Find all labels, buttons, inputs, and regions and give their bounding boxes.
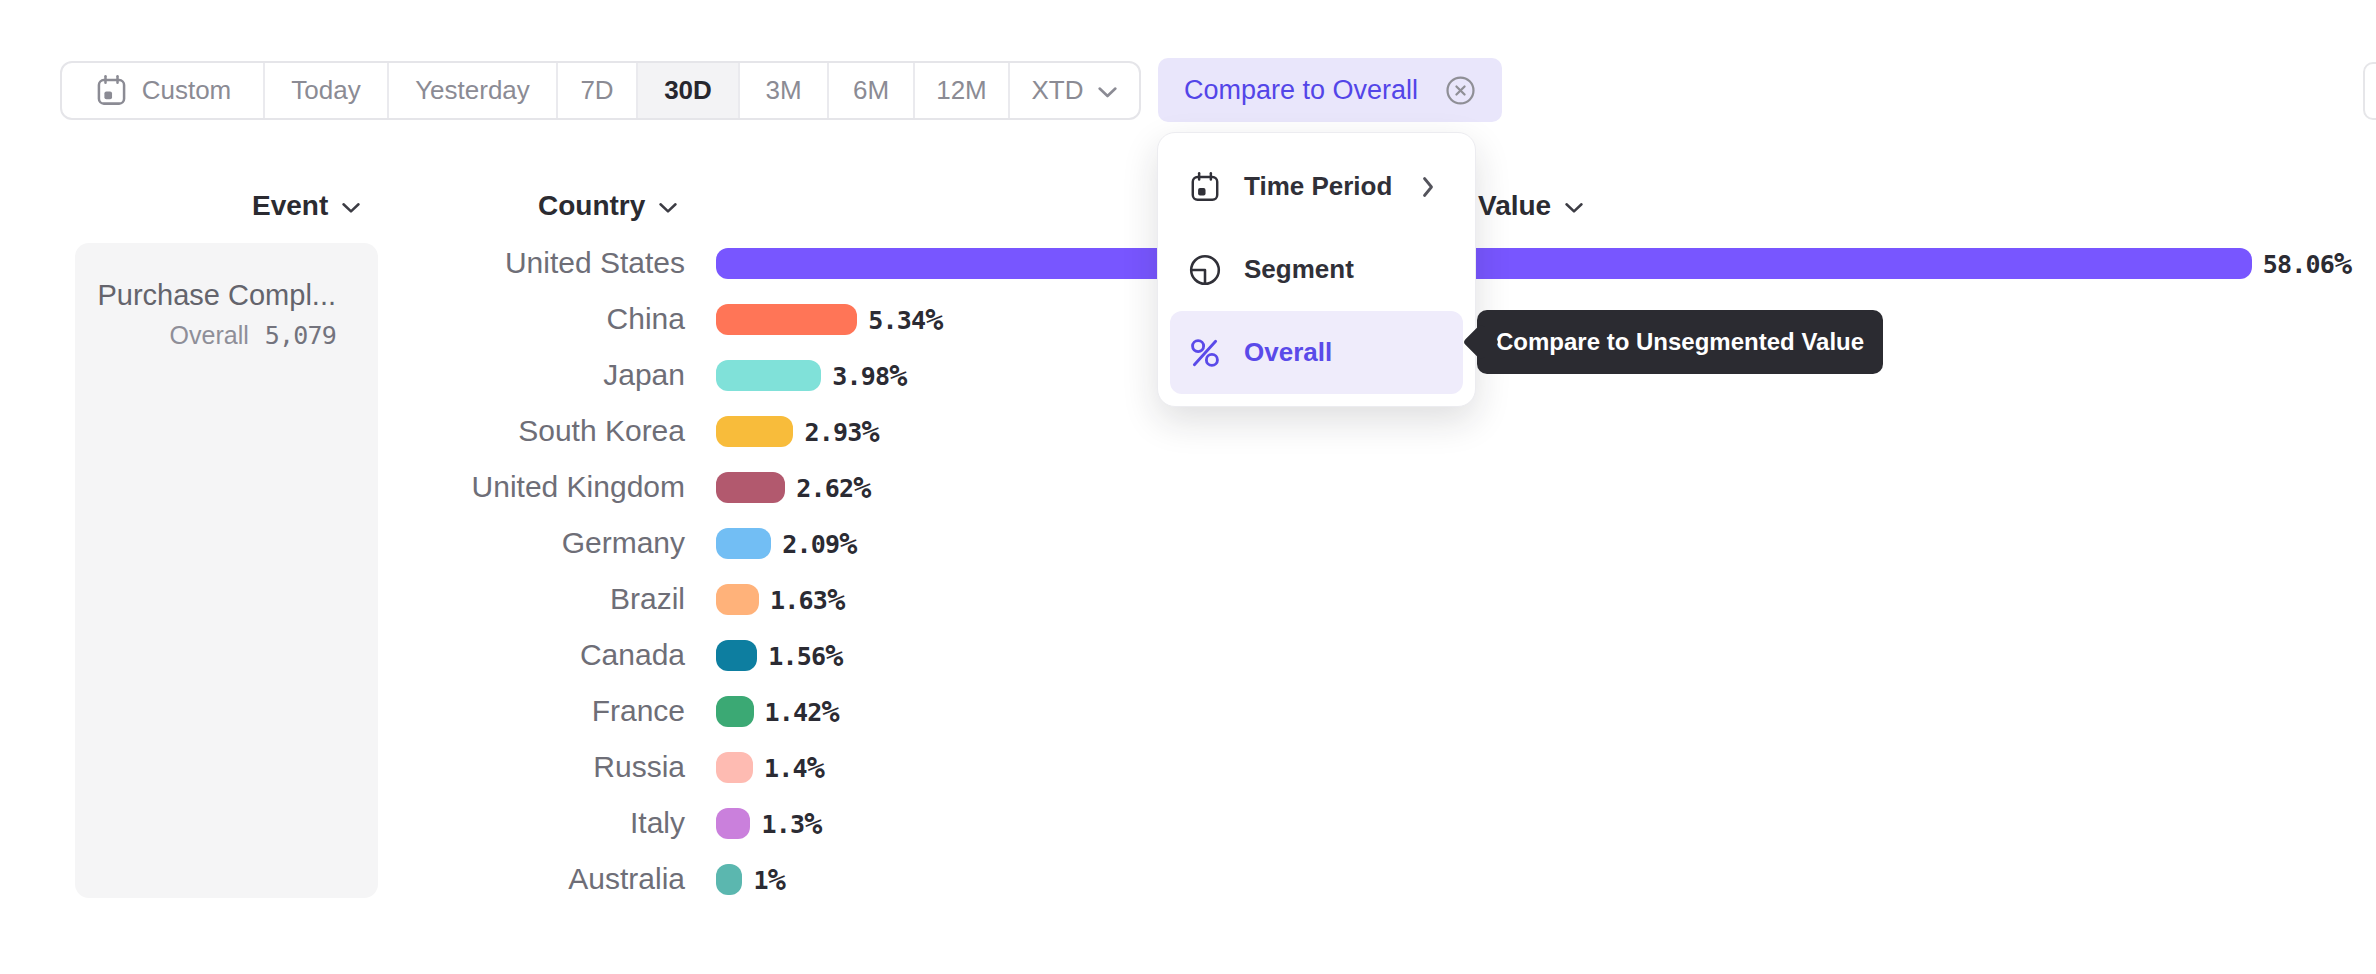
- compare-chip-label: Compare to Overall: [1184, 75, 1418, 106]
- chart-row-australia: Australia 1%: [0, 851, 2350, 907]
- event-column-label: Event: [252, 190, 328, 222]
- bar-value: 1.4%: [764, 750, 823, 785]
- close-circle-icon[interactable]: [1445, 75, 1476, 106]
- clipped-edge-button[interactable]: [2363, 62, 2376, 120]
- country-label: United Kingdom: [0, 470, 685, 504]
- chart-row-italy: Italy 1.3%: [0, 795, 2350, 851]
- menu-item-time-period[interactable]: Time Period: [1170, 145, 1463, 228]
- country-label: Russia: [0, 750, 685, 784]
- bar-value: 1%: [753, 862, 783, 897]
- percent-icon: [1188, 336, 1222, 370]
- bar-value: 1.56%: [768, 638, 841, 673]
- bar[interactable]: [716, 752, 753, 783]
- bar[interactable]: [716, 360, 821, 391]
- segment-icon: [1188, 253, 1222, 287]
- bar[interactable]: [716, 808, 750, 839]
- menu-item-segment[interactable]: Segment: [1170, 228, 1463, 311]
- calendar-icon: [1188, 170, 1222, 204]
- compare-dropdown-menu: Time Period Segment Overall: [1157, 132, 1476, 407]
- country-label: Italy: [0, 806, 685, 840]
- country-label: China: [0, 302, 685, 336]
- country-label: Brazil: [0, 582, 685, 616]
- bar[interactable]: [716, 696, 754, 727]
- chart-row-united-kingdom: United Kingdom 2.62%: [0, 459, 2350, 515]
- bar[interactable]: [716, 584, 759, 615]
- chart-row-germany: Germany 2.09%: [0, 515, 2350, 571]
- chevron-down-icon: [1097, 83, 1118, 99]
- event-column-header[interactable]: Event: [252, 190, 361, 222]
- chevron-down-icon: [658, 198, 678, 214]
- bar[interactable]: [716, 416, 793, 447]
- country-label: Germany: [0, 526, 685, 560]
- bar[interactable]: [716, 528, 771, 559]
- toolbar-item-xtd[interactable]: XTD: [1010, 63, 1139, 118]
- value-column-header[interactable]: Value: [1478, 190, 1584, 222]
- chart-row-france: France 1.42%: [0, 683, 2350, 739]
- chart-row-south-korea: South Korea 2.93%: [0, 403, 2350, 459]
- bar[interactable]: [716, 640, 757, 671]
- time-range-toolbar: Custom Today Yesterday 7D 30D 3M 6M 12M …: [60, 61, 1141, 120]
- toolbar-item-today[interactable]: Today: [265, 63, 389, 118]
- bar[interactable]: [716, 248, 2252, 279]
- country-column-label: Country: [538, 190, 645, 222]
- chart-row-russia: Russia 1.4%: [0, 739, 2350, 795]
- bar-value: 1.42%: [765, 694, 838, 729]
- bar-value: 2.93%: [804, 414, 877, 449]
- tooltip-text: Compare to Unsegmented Value: [1496, 328, 1864, 356]
- country-column-header[interactable]: Country: [538, 190, 678, 222]
- country-label: Canada: [0, 638, 685, 672]
- bar[interactable]: [716, 304, 857, 335]
- toolbar-item-7d[interactable]: 7D: [558, 63, 638, 118]
- menu-item-overall[interactable]: Overall: [1170, 311, 1463, 394]
- chart-row-brazil: Brazil 1.63%: [0, 571, 2350, 627]
- tooltip: Compare to Unsegmented Value: [1477, 310, 1883, 374]
- bar-value: 3.98%: [832, 358, 905, 393]
- toolbar-item-yesterday[interactable]: Yesterday: [389, 63, 558, 118]
- chart-row-canada: Canada 1.56%: [0, 627, 2350, 683]
- bar-value: 58.06%: [2263, 246, 2350, 281]
- toolbar-item-12m[interactable]: 12M: [915, 63, 1010, 118]
- country-label: Australia: [0, 862, 685, 896]
- bar-value: 2.09%: [782, 526, 855, 561]
- chevron-down-icon: [341, 198, 361, 214]
- bar-value: 1.3%: [761, 806, 820, 841]
- toolbar-item-6m[interactable]: 6M: [829, 63, 915, 118]
- chevron-down-icon: [1564, 198, 1584, 214]
- bar-value: 1.63%: [770, 582, 843, 617]
- country-label: France: [0, 694, 685, 728]
- compare-to-overall-chip[interactable]: Compare to Overall: [1158, 58, 1502, 122]
- calendar-icon: [94, 73, 129, 108]
- toolbar-item-30d[interactable]: 30D: [638, 63, 740, 118]
- chevron-right-icon: [1421, 175, 1435, 199]
- country-label: South Korea: [0, 414, 685, 448]
- bar-value: 5.34%: [868, 302, 941, 337]
- toolbar-item-custom[interactable]: Custom: [62, 63, 265, 118]
- country-label: United States: [0, 246, 685, 280]
- toolbar-item-3m[interactable]: 3M: [740, 63, 829, 118]
- bar-value: 2.62%: [796, 470, 869, 505]
- value-column-label: Value: [1478, 190, 1551, 222]
- bar[interactable]: [716, 864, 742, 895]
- country-label: Japan: [0, 358, 685, 392]
- bar[interactable]: [716, 472, 785, 503]
